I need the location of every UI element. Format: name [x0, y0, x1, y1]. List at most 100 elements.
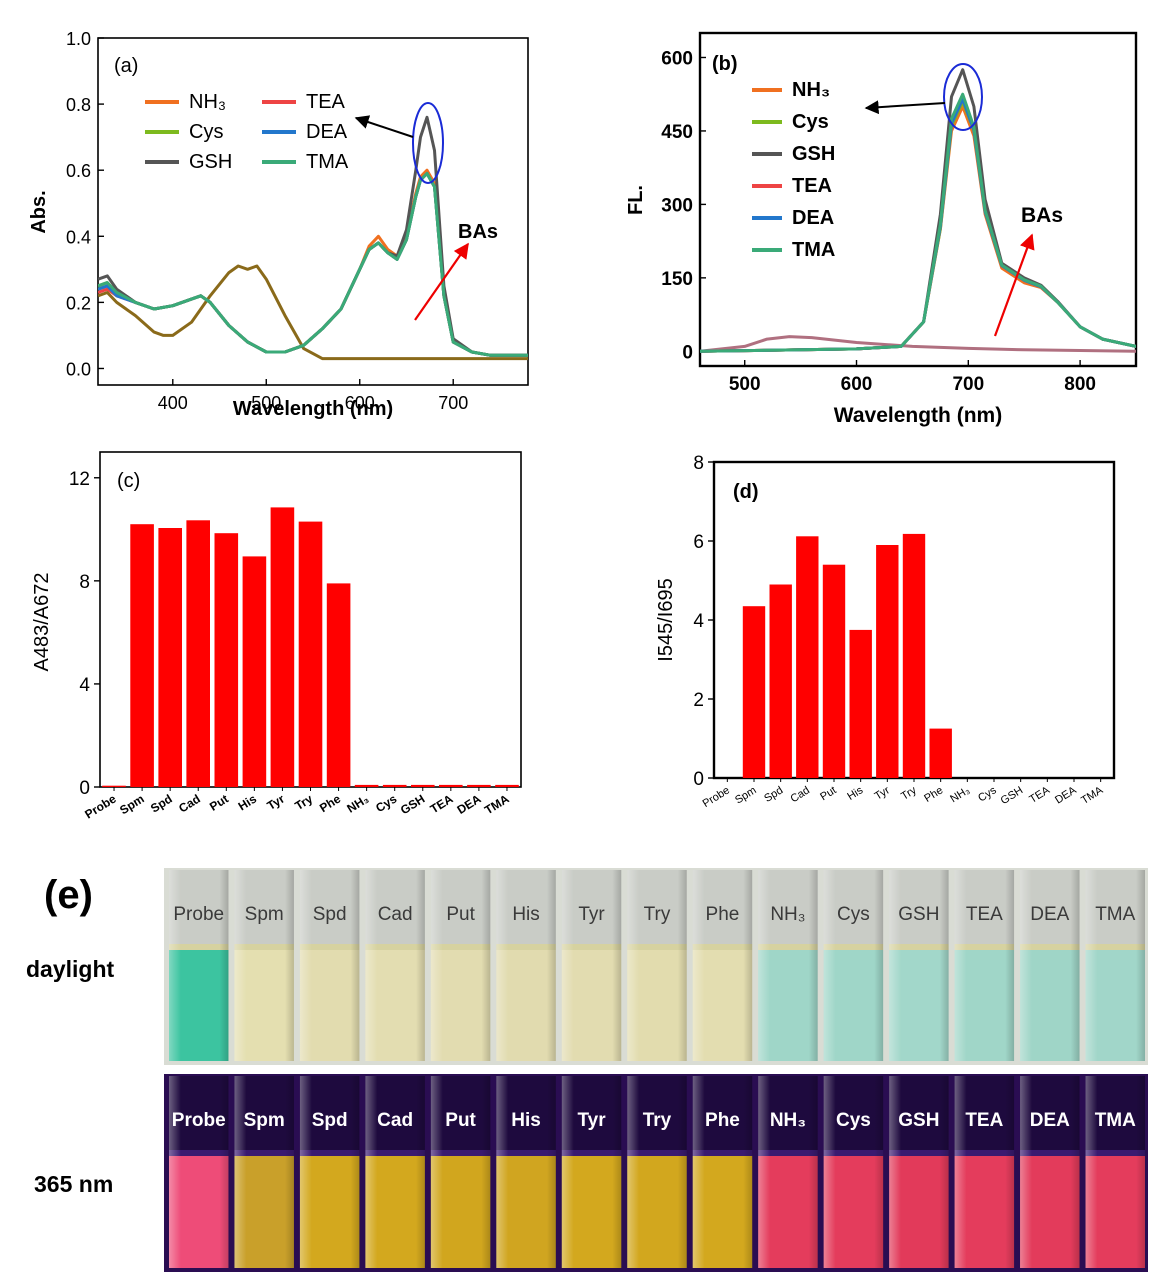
cuvette-sample-label: Phe: [705, 1110, 740, 1131]
panel-d-ytick-label: 2: [693, 690, 704, 711]
panel-d-category-label: GSH: [999, 784, 1026, 807]
panel-a-ytick-label: 1.0: [66, 29, 91, 49]
cuvette-glass: [954, 870, 1015, 1061]
panel-e-label: (e): [44, 873, 93, 917]
panel-d-ytick-label: 0: [693, 769, 704, 790]
panel-d-bar: [849, 629, 872, 778]
panel-c-category-label: Put: [207, 792, 231, 814]
cuvette-sample-label: Spd: [312, 1110, 348, 1131]
panel-d-category-label: Cad: [788, 784, 811, 805]
cuvette-glass: [758, 870, 818, 1061]
panel-a-legend: NH₃ TEA Cys DEA GSH TMA: [145, 91, 349, 173]
cuvette-sample-label: His: [511, 1110, 541, 1131]
cuvette-sample-label: Spd: [313, 904, 347, 925]
panel-a-xtick-label: 700: [438, 393, 468, 413]
cuvette-glass: [169, 1076, 229, 1268]
legend-label: GSH: [189, 151, 232, 173]
cuvette-glass: [1020, 1076, 1080, 1268]
panel-c-category-label: GSH: [398, 792, 427, 818]
cuvette-glass: [627, 870, 687, 1061]
cuvette-sample-label: TMA: [1095, 904, 1135, 925]
panel-b-ytick-label: 300: [661, 195, 693, 216]
panel-c-bar: [186, 520, 210, 787]
panel-a-ylabel: Abs.: [28, 190, 50, 233]
cuvette-sample-label: Spm: [245, 904, 284, 925]
cuvette-glass: [758, 1076, 818, 1268]
cuvette-sample-label: Put: [446, 904, 475, 925]
panel-e-cuvette-photos: (e) daylight 365 nm Probe Spm Spd Cad Put His…: [26, 868, 1148, 1272]
panel-b-bas-annotation: BAs: [1021, 204, 1063, 227]
cuvette-sample-label: GSH: [898, 904, 939, 925]
cuvette-glass: [234, 1076, 294, 1268]
cuvette-sample-label: NH₃: [770, 904, 805, 925]
legend-label: TMA: [792, 239, 835, 261]
panel-c-bar: [439, 784, 463, 787]
cuvette-glass: [430, 1076, 491, 1268]
panel-c-ytick-label: 4: [79, 675, 90, 696]
panel-a-label: (a): [114, 55, 138, 77]
panel-c-category-label: NH₃: [344, 792, 371, 816]
cuvette-sample-label: DEA: [1030, 904, 1069, 925]
legend-label: NH₃: [792, 79, 830, 101]
cuvette-sample-label: Cad: [378, 904, 413, 925]
panel-d-ratio-bar-chart: 0 2 4 6 8 Probe Spm Spd Cad Put His Tyr Try Phe NH₃ Cys…: [655, 453, 1116, 810]
panel-c-bar: [130, 524, 154, 787]
panel-a-series-tea: [98, 172, 528, 357]
panel-c-ytick-label: 8: [79, 572, 90, 593]
panel-b-peak-highlight: [943, 63, 983, 131]
panel-a-series-cys: [98, 172, 528, 357]
panel-c-category-label: Tyr: [265, 792, 288, 813]
cuvette-sample-label: DEA: [1030, 1110, 1070, 1131]
cuvette-sample-label: Cad: [377, 1110, 413, 1131]
cuvette-sample-label: NH₃: [770, 1110, 806, 1131]
cuvette-sample-label: Spm: [244, 1110, 285, 1131]
panel-b-xtick-label: 700: [952, 374, 984, 395]
panel-d-ytick-label: 8: [693, 453, 704, 474]
cuvette-glass: [496, 1076, 556, 1268]
panel-a-frame: [97, 37, 529, 386]
panel-b-xtick-label: 500: [729, 374, 761, 395]
cuvette-glass: [823, 870, 884, 1061]
panel-d-label: (d): [733, 481, 759, 503]
panel-c-bar: [102, 785, 126, 787]
panel-b-xlabel: Wavelength (nm): [834, 404, 1002, 427]
panel-a-legend-arrow: [354, 115, 414, 138]
panel-d-category-label: Tyr: [873, 784, 893, 802]
legend-label: DEA: [792, 207, 834, 229]
cuvette-glass: [1020, 870, 1080, 1061]
panel-d-category-label: TMA: [1079, 784, 1106, 807]
panel-a-peak-highlight: [412, 102, 444, 184]
panel-b-xtick-label: 600: [841, 374, 873, 395]
panel-d-ylabel-text: I545/I695: [655, 578, 677, 661]
cuvette-glass: [889, 1076, 949, 1268]
cuvette-glass: [823, 1076, 884, 1268]
panel-b-label: (b): [712, 53, 738, 75]
panel-b-frame: [698, 31, 1138, 368]
panel-a-ytick-label: 0.8: [66, 95, 91, 115]
panel-c-ytick-label: 12: [69, 469, 90, 490]
cuvette-glass: [889, 870, 949, 1061]
panel-d-bar: [796, 536, 819, 778]
panel-c-bar: [467, 784, 491, 787]
legend-label: TEA: [306, 91, 346, 113]
cuvette-glass: [365, 1076, 425, 1268]
panel-d-category-label: Put: [818, 784, 838, 803]
panel-b-bas-arrow: [993, 233, 1035, 337]
panel-a-xtick-label: 400: [158, 393, 188, 413]
legend-label: NH₃: [189, 91, 226, 113]
panel-b-ytick-label: 0: [682, 342, 693, 363]
panel-c-bar: [298, 521, 323, 787]
cuvette-sample-label: TEA: [966, 904, 1003, 925]
cuvette-sample-label: Tyr: [577, 1110, 606, 1131]
cuvette-glass: [692, 870, 753, 1061]
panel-a-series-dea: [98, 172, 528, 357]
panel-a-xtick-label: 600: [345, 393, 375, 413]
panel-d-category-label: Spd: [762, 784, 785, 805]
cuvette-glass: [627, 1076, 687, 1268]
panel-c-label: (c): [117, 470, 140, 492]
cuvette-glass: [1085, 870, 1145, 1061]
panel-c-bar: [354, 784, 379, 787]
panel-b-legend-arrow: [864, 100, 946, 115]
cuvette-glass: [169, 870, 229, 1061]
